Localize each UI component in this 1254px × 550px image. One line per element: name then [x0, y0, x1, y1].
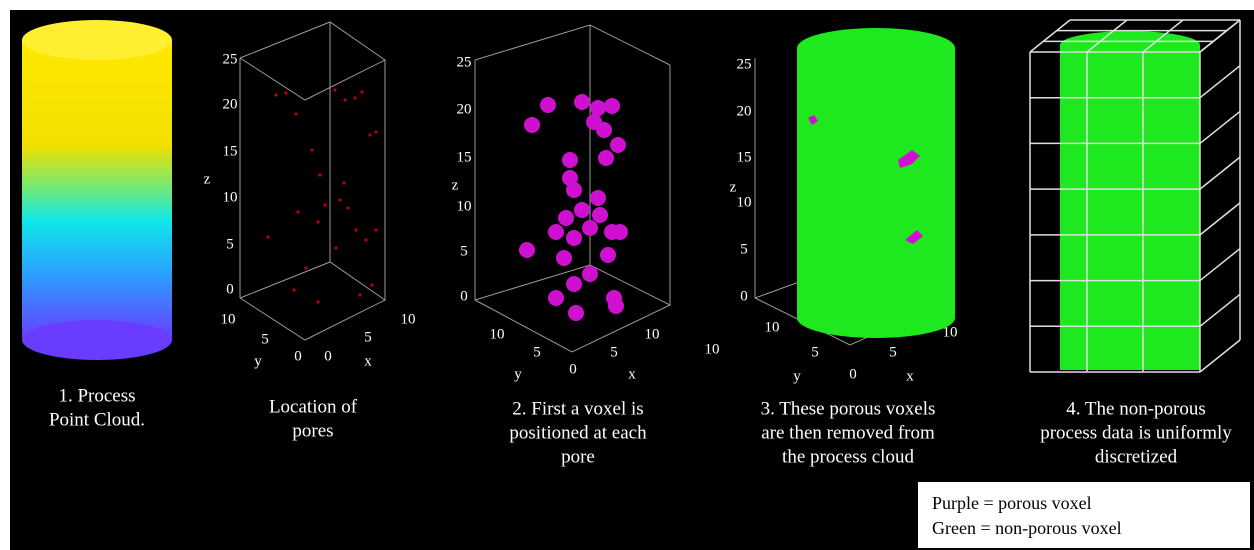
z-tick-label: 15 — [737, 149, 752, 165]
legend-entry: Green = non-porous voxel — [932, 518, 1122, 538]
x-tick-label: 10 — [943, 324, 958, 340]
caption: 1. Process — [58, 385, 135, 406]
caption: 2. First a voxel is — [512, 398, 643, 419]
y-tick-label: 10 — [221, 311, 236, 327]
y-tick-label: 0 — [569, 361, 577, 377]
caption: 3. These porous voxels — [761, 398, 936, 419]
z-tick-label: 5 — [460, 243, 468, 259]
legend-entry: Purple = porous voxel — [932, 493, 1092, 513]
figure: 1. Process Point Cloud. Location of pores 2.… — [0, 0, 1254, 550]
z-tick-label: 20 — [737, 103, 752, 119]
x-axis-label: x — [906, 368, 914, 384]
z-tick-label: 20 — [223, 96, 238, 112]
x-tick-label: 10 — [645, 326, 660, 342]
z-tick-label: 0 — [226, 281, 234, 297]
x-tick-label: 5 — [610, 344, 618, 360]
green-cylinder — [797, 28, 955, 338]
x-axis-label: x — [628, 366, 636, 382]
y-axis-label: y — [793, 368, 801, 384]
z-tick-label: 5 — [740, 241, 748, 257]
z-tick-label: 15 — [457, 149, 472, 165]
caption: Location of — [269, 396, 358, 417]
z-tick-label: 10 — [737, 194, 752, 210]
caption: are then removed from — [761, 422, 935, 443]
x-tick-label: 5 — [889, 344, 897, 360]
y-tick-label: 0 — [294, 348, 302, 364]
y-tick-label: 0 — [849, 366, 857, 382]
z-tick-label: 25 — [737, 56, 752, 72]
point-cloud-cylinder — [22, 20, 172, 360]
z-tick-label: 10 — [457, 198, 472, 214]
z-tick-label: 20 — [457, 101, 472, 117]
caption: 4. The non-porous — [1066, 398, 1206, 419]
caption: process data is uniformly — [1040, 422, 1232, 443]
z-axis-label: z — [452, 177, 459, 193]
x-axis-label: x — [364, 353, 372, 369]
y-axis-label: y — [514, 366, 522, 382]
x-tick-label: 10 — [401, 311, 416, 327]
z-tick-label: 5 — [226, 236, 234, 252]
caption: pore — [561, 446, 595, 467]
stray-label: 10 — [705, 341, 720, 357]
y-tick-label: 5 — [533, 344, 541, 360]
caption: Point Cloud. — [49, 409, 145, 430]
z-tick-label: 25 — [457, 54, 472, 70]
z-tick-label: 25 — [223, 51, 238, 67]
z-tick-label: 10 — [223, 189, 238, 205]
caption: discretized — [1095, 446, 1178, 467]
y-tick-label: 5 — [261, 331, 269, 347]
y-tick-label: 5 — [811, 344, 819, 360]
z-axis-label: z — [204, 171, 211, 187]
y-tick-label: 10 — [490, 326, 505, 342]
y-tick-label: 10 — [765, 319, 780, 335]
z-tick-label: 0 — [740, 288, 748, 304]
x-tick-label: 5 — [364, 329, 372, 345]
z-tick-label: 0 — [460, 288, 468, 304]
z-axis-label: z — [730, 179, 737, 195]
x-tick-label: 0 — [324, 348, 332, 364]
caption: pores — [292, 420, 333, 441]
caption: positioned at each — [509, 422, 647, 443]
z-tick-label: 15 — [223, 143, 238, 159]
caption: the process cloud — [782, 446, 914, 467]
y-axis-label: y — [254, 353, 262, 369]
discretized-cylinder — [1060, 31, 1200, 370]
